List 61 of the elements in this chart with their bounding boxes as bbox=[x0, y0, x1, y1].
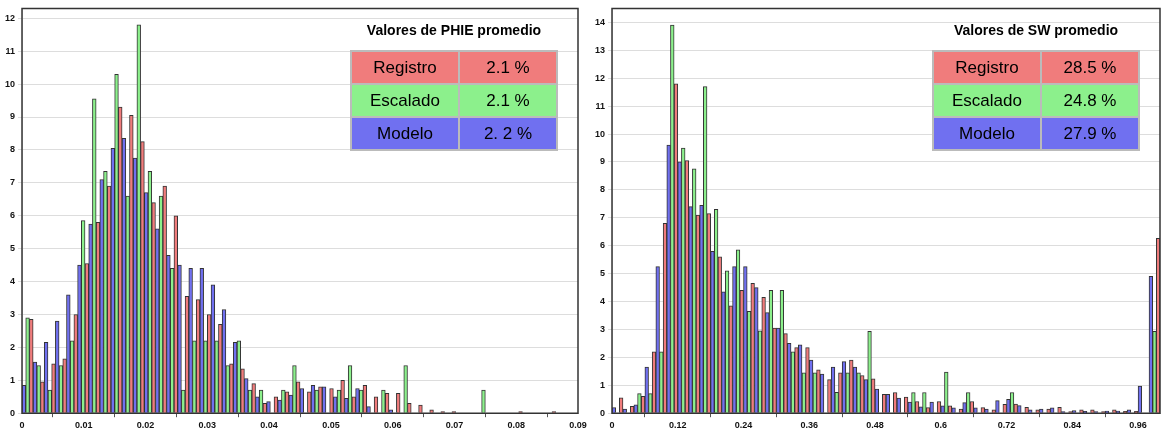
y-tick-label: 2 bbox=[600, 351, 606, 362]
y-tick-label: 13 bbox=[595, 44, 606, 55]
text: Modelo bbox=[959, 123, 1015, 143]
y-tick-label: 8 bbox=[600, 184, 606, 195]
x-tick-label: 0.02 bbox=[136, 420, 155, 431]
y-tick-label: 4 bbox=[10, 276, 16, 287]
x-tick-label: 0 bbox=[609, 420, 615, 431]
x-tick-label: 0.05 bbox=[322, 420, 340, 431]
text: Escalado bbox=[370, 90, 440, 110]
x-tick-label: 0.36 bbox=[800, 420, 819, 431]
x-tick-label: 0.12 bbox=[669, 420, 687, 431]
y-tick-label: 4 bbox=[600, 296, 606, 307]
x-tick-label: 0.84 bbox=[1063, 420, 1082, 431]
y-tick-label: 10 bbox=[5, 78, 16, 89]
x-tick-label: 0.72 bbox=[997, 420, 1016, 431]
y-tick-label: 11 bbox=[595, 100, 606, 111]
text: Registro bbox=[955, 57, 1019, 77]
y-tick-label: 5 bbox=[600, 268, 606, 279]
legend-title: Valores de PHIE promedio bbox=[365, 22, 543, 39]
annotation: 2.1 % bbox=[459, 84, 557, 118]
x-tick-label: 0.07 bbox=[445, 420, 464, 431]
y-tick-label: 6 bbox=[600, 240, 606, 251]
y-tick-label: 3 bbox=[600, 323, 606, 334]
x-tick-label: 0.06 bbox=[383, 420, 402, 431]
annotation: 27.9 % bbox=[1041, 117, 1139, 151]
text: Escalado bbox=[952, 90, 1022, 110]
y-tick-label: 6 bbox=[10, 210, 16, 221]
x-tick-label: 0.03 bbox=[198, 420, 217, 431]
x-tick-label: 0.09 bbox=[569, 420, 587, 431]
y-tick-label: 5 bbox=[10, 243, 16, 254]
text: Modelo bbox=[377, 123, 433, 143]
x-tick-label: 0.96 bbox=[1129, 420, 1147, 431]
x-tick-label: 0.24 bbox=[734, 420, 753, 431]
y-tick-label: 10 bbox=[595, 128, 606, 139]
y-tick-label: 12 bbox=[595, 72, 606, 83]
x-tick-label: 0.01 bbox=[75, 420, 93, 431]
x-tick-label: 0.6 bbox=[934, 420, 948, 431]
x-tick-label: 0 bbox=[19, 420, 25, 431]
y-tick-label: 9 bbox=[10, 111, 16, 122]
y-tick-label: 2 bbox=[10, 341, 16, 352]
annotation: 28.5 % bbox=[1041, 51, 1139, 85]
x-tick-label: 0.48 bbox=[866, 420, 884, 431]
y-tick-label: 7 bbox=[10, 177, 16, 188]
y-tick-label: 0 bbox=[600, 407, 606, 418]
y-tick-label: 9 bbox=[600, 156, 606, 167]
y-tick-label: 8 bbox=[10, 144, 16, 155]
x-tick-label: 0.08 bbox=[507, 420, 525, 431]
annotation: 24.8 % bbox=[1041, 84, 1139, 118]
y-tick-label: 12 bbox=[5, 12, 16, 23]
y-tick-label: 7 bbox=[600, 212, 606, 223]
legend-title: Valores de SW promedio bbox=[952, 22, 1120, 39]
text: Registro bbox=[373, 57, 437, 77]
y-tick-label: 1 bbox=[600, 379, 606, 390]
x-tick-label: 0.04 bbox=[260, 420, 278, 431]
y-tick-label: 3 bbox=[10, 308, 16, 319]
y-tick-label: 1 bbox=[10, 374, 16, 385]
annotation: 2. 2 % bbox=[459, 117, 557, 151]
annotation: 2.1 % bbox=[459, 51, 557, 85]
y-tick-label: 14 bbox=[595, 16, 606, 27]
y-tick-label: 11 bbox=[5, 45, 16, 56]
y-tick-label: 0 bbox=[10, 407, 16, 418]
